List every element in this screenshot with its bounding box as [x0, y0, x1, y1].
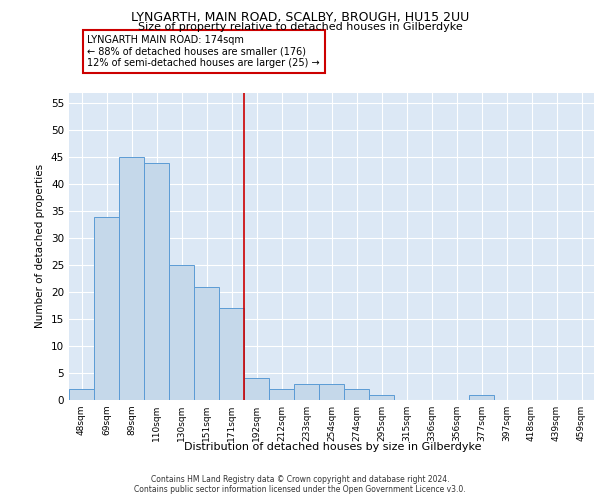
Bar: [294, 384, 319, 400]
Bar: [94, 216, 119, 400]
Bar: [144, 162, 169, 400]
Bar: [219, 308, 244, 400]
Y-axis label: Number of detached properties: Number of detached properties: [35, 164, 46, 328]
Bar: [319, 384, 344, 400]
Bar: [119, 157, 144, 400]
Text: Distribution of detached houses by size in Gilberdyke: Distribution of detached houses by size …: [184, 442, 482, 452]
Text: LYNGARTH, MAIN ROAD, SCALBY, BROUGH, HU15 2UU: LYNGARTH, MAIN ROAD, SCALBY, BROUGH, HU1…: [131, 11, 469, 24]
Text: Contains HM Land Registry data © Crown copyright and database right 2024.
Contai: Contains HM Land Registry data © Crown c…: [134, 474, 466, 494]
Bar: [269, 389, 294, 400]
Text: LYNGARTH MAIN ROAD: 174sqm
← 88% of detached houses are smaller (176)
12% of sem: LYNGARTH MAIN ROAD: 174sqm ← 88% of deta…: [88, 34, 320, 68]
Bar: [369, 394, 394, 400]
Bar: [469, 394, 494, 400]
Text: Size of property relative to detached houses in Gilberdyke: Size of property relative to detached ho…: [137, 22, 463, 32]
Bar: [169, 265, 194, 400]
Bar: [194, 286, 219, 400]
Bar: [69, 389, 94, 400]
Bar: [344, 389, 369, 400]
Bar: [244, 378, 269, 400]
